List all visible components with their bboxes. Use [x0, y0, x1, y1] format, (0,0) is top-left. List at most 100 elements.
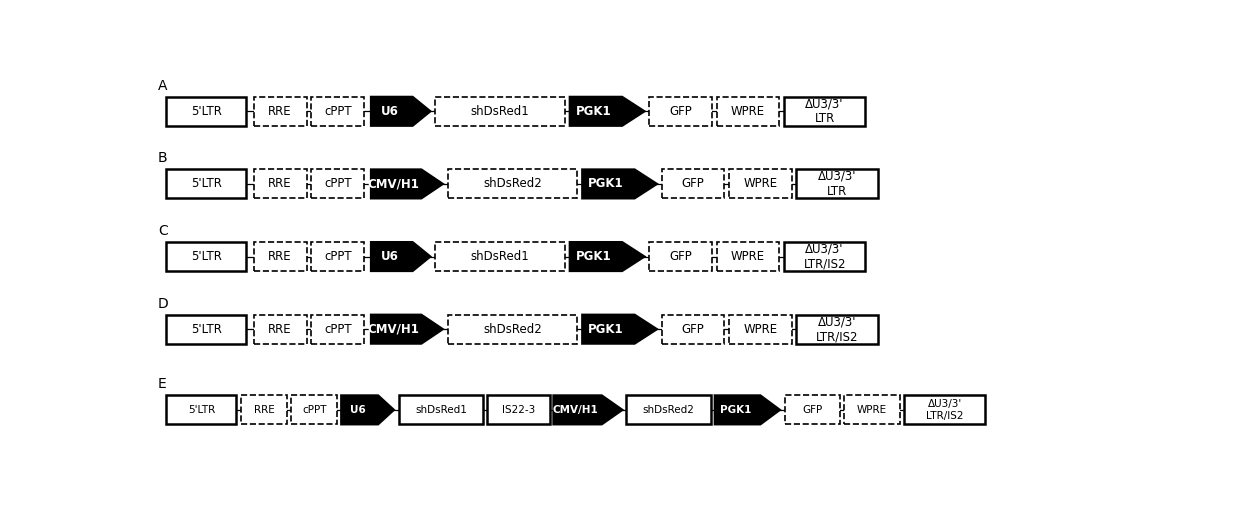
Bar: [311, 314, 364, 344]
Bar: [166, 314, 247, 344]
Bar: [784, 97, 865, 126]
Bar: [784, 242, 865, 271]
Text: RRE: RRE: [269, 250, 292, 263]
Bar: [166, 242, 247, 271]
Text: shDsRed2: shDsRed2: [643, 405, 695, 415]
Polygon shape: [341, 395, 394, 424]
Bar: [797, 314, 878, 344]
Polygon shape: [370, 242, 430, 271]
Bar: [487, 395, 550, 424]
Text: WPRE: WPRE: [743, 178, 777, 190]
Text: GFP: GFP: [669, 105, 691, 118]
Text: 5'LTR: 5'LTR: [191, 178, 222, 190]
Text: ΔU3/3'
LTR/IS2: ΔU3/3' LTR/IS2: [926, 399, 964, 421]
Bar: [435, 242, 565, 271]
Polygon shape: [370, 314, 444, 344]
Polygon shape: [370, 97, 430, 126]
Bar: [447, 169, 577, 199]
Polygon shape: [570, 242, 644, 271]
Bar: [904, 395, 985, 424]
Text: CMV/H1: CMV/H1: [368, 323, 420, 336]
Text: ΔU3/3'
LTR/IS2: ΔU3/3' LTR/IS2: [803, 243, 846, 270]
Text: cPPT: cPPT: [323, 250, 352, 263]
Text: PGK1: PGK1: [720, 405, 751, 415]
Bar: [311, 169, 364, 199]
Text: PGK1: PGK1: [575, 105, 611, 118]
Text: cPPT: cPPT: [323, 178, 352, 190]
Text: E: E: [157, 377, 166, 391]
Text: A: A: [157, 79, 167, 93]
Text: RRE: RRE: [269, 178, 292, 190]
Bar: [649, 242, 712, 271]
Bar: [311, 242, 364, 271]
Text: shDsRed2: shDsRed2: [483, 323, 541, 336]
Text: shDsRed1: shDsRed1: [471, 105, 529, 118]
Bar: [729, 169, 792, 199]
Text: WPRE: WPRE: [857, 405, 887, 415]
Bar: [166, 97, 247, 126]
Text: 5'LTR: 5'LTR: [191, 250, 222, 263]
Text: D: D: [157, 297, 169, 311]
Text: 5'LTR: 5'LTR: [188, 405, 216, 415]
Bar: [399, 395, 483, 424]
Text: 5'LTR: 5'LTR: [191, 105, 222, 118]
Text: PGK1: PGK1: [589, 323, 623, 336]
Bar: [662, 314, 725, 344]
Text: 5'LTR: 5'LTR: [191, 323, 222, 336]
Bar: [291, 395, 337, 424]
Text: cPPT: cPPT: [323, 323, 352, 336]
Bar: [716, 242, 779, 271]
Polygon shape: [554, 395, 622, 424]
Bar: [649, 97, 712, 126]
Polygon shape: [582, 314, 657, 344]
Bar: [166, 169, 247, 199]
Text: cPPT: cPPT: [302, 405, 327, 415]
Bar: [254, 97, 306, 126]
Text: WPRE: WPRE: [731, 250, 764, 263]
Bar: [254, 314, 306, 344]
Text: RRE: RRE: [269, 105, 292, 118]
Text: PGK1: PGK1: [589, 178, 623, 190]
Text: shDsRed2: shDsRed2: [483, 178, 541, 190]
Text: WPRE: WPRE: [731, 105, 764, 118]
Text: CMV/H1: CMV/H1: [368, 178, 420, 190]
Text: ΔU3/3'
LTR: ΔU3/3' LTR: [805, 97, 844, 125]
Text: GFP: GFP: [681, 323, 705, 336]
Text: ΔU3/3'
LTR/IS2: ΔU3/3' LTR/IS2: [815, 315, 859, 343]
Text: C: C: [157, 224, 167, 238]
Text: GFP: GFP: [681, 178, 705, 190]
Text: WPRE: WPRE: [743, 323, 777, 336]
Bar: [627, 395, 711, 424]
Bar: [662, 169, 725, 199]
Text: RRE: RRE: [254, 405, 275, 415]
Bar: [242, 395, 287, 424]
Bar: [311, 97, 364, 126]
Polygon shape: [582, 169, 657, 199]
Bar: [729, 314, 792, 344]
Text: GFP: GFP: [803, 405, 823, 415]
Text: ΔU3/3'
LTR: ΔU3/3' LTR: [818, 170, 856, 198]
Polygon shape: [715, 395, 781, 424]
Text: shDsRed1: shDsRed1: [471, 250, 529, 263]
Text: RRE: RRE: [269, 323, 292, 336]
Text: GFP: GFP: [669, 250, 691, 263]
Bar: [844, 395, 900, 424]
Bar: [784, 395, 840, 424]
Bar: [254, 169, 306, 199]
Bar: [797, 169, 878, 199]
Bar: [435, 97, 565, 126]
Polygon shape: [370, 169, 444, 199]
Text: shDsRed1: shDsRed1: [415, 405, 467, 415]
Text: U6: U6: [380, 250, 399, 263]
Text: PGK1: PGK1: [575, 250, 611, 263]
Bar: [166, 395, 237, 424]
Polygon shape: [570, 97, 644, 126]
Text: U6: U6: [349, 405, 366, 415]
Text: U6: U6: [380, 105, 399, 118]
Text: B: B: [157, 151, 167, 166]
Bar: [716, 97, 779, 126]
Text: cPPT: cPPT: [323, 105, 352, 118]
Text: CMV/H1: CMV/H1: [553, 405, 598, 415]
Bar: [447, 314, 577, 344]
Bar: [254, 242, 306, 271]
